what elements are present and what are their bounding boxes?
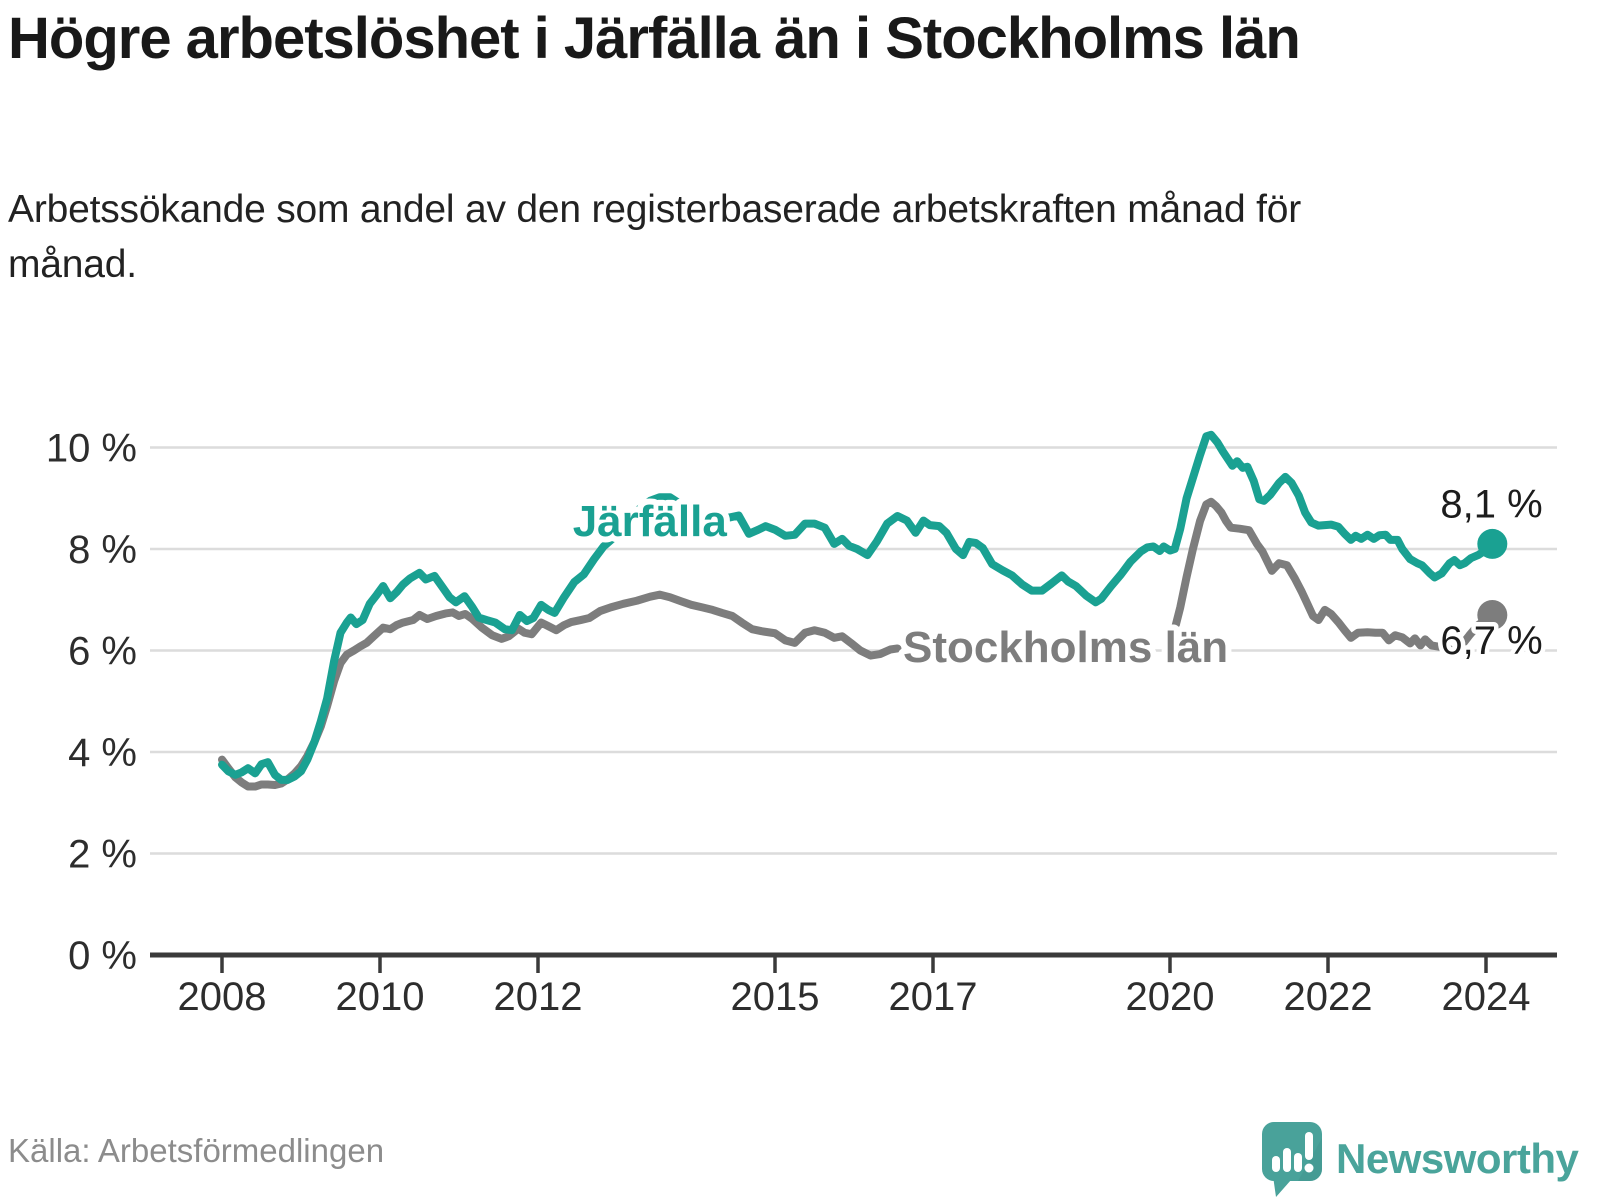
y-tick-label-10: 10 %	[46, 427, 137, 471]
x-tick-label-2010: 2010	[336, 975, 425, 1019]
end-dot-jarfalla	[1477, 528, 1508, 559]
x-tick-label-2008: 2008	[178, 975, 267, 1019]
source-note: Källa: Arbetsförmedlingen	[8, 1132, 385, 1169]
x-tick-label-2017: 2017	[889, 975, 978, 1019]
x-tick-label-2012: 2012	[494, 975, 583, 1019]
series-line-jarfalla	[218, 430, 1497, 784]
y-tick-label-6: 6 %	[68, 630, 137, 674]
x-tick-label-2024: 2024	[1442, 975, 1531, 1019]
x-tick-label-2020: 2020	[1126, 975, 1215, 1019]
y-tick-label-2: 2 %	[68, 833, 137, 877]
end-dot-stockholms-lan	[1477, 599, 1508, 630]
y-tick-label-8: 8 %	[68, 528, 137, 572]
page-title: Högre arbetslöshet i Järfälla än i Stock…	[8, 6, 1301, 71]
y-tick-label-0: 0 %	[68, 934, 137, 978]
chart-subtitle: Arbetssökande som andel av den registerb…	[8, 188, 1302, 287]
series-label-stockholms-lan: Stockholms län	[903, 623, 1228, 672]
y-tick-label-4: 4 %	[68, 731, 137, 775]
end-value-label-jarfalla: 8,1 %	[1440, 483, 1542, 527]
x-tick-label-2022: 2022	[1284, 975, 1373, 1019]
bar-chart-speech-bubble-icon	[1260, 1120, 1324, 1198]
series-line-stockholms-lan	[218, 590, 902, 791]
end-value-label-stockholms-lan: 6,7 %	[1440, 619, 1542, 663]
x-tick-label-2015: 2015	[731, 975, 820, 1019]
newsworthy-logo: Newsworthy	[1260, 1120, 1579, 1198]
newsworthy-wordmark: Newsworthy	[1336, 1135, 1579, 1182]
series-label-jarfalla: Järfälla	[573, 497, 728, 546]
series-line-stockholms-lan	[1169, 497, 1497, 659]
